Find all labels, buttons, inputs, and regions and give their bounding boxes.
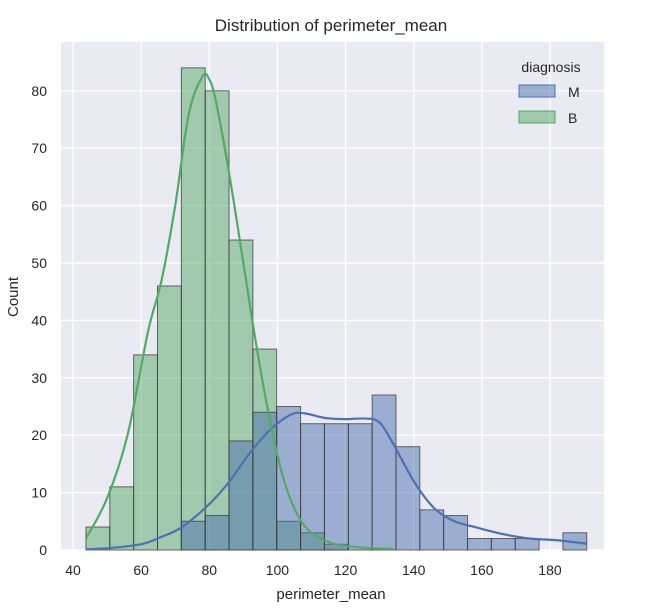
legend: diagnosis M B (518, 59, 581, 126)
bar-m (323, 423, 349, 551)
bar-m (419, 509, 445, 551)
bar-b (156, 285, 182, 551)
bar-m (228, 440, 254, 551)
y-tick-label: 40 (31, 312, 47, 328)
legend-label-m: M (568, 84, 580, 100)
y-tick-labels: 0 10 20 30 40 50 60 70 80 (31, 83, 47, 558)
y-tick-label: 0 (39, 542, 47, 558)
bar-m (371, 394, 397, 551)
bar-b (109, 486, 135, 551)
bar-m (347, 423, 373, 551)
y-tick-label: 10 (31, 485, 47, 501)
kde-line-m (85, 411, 587, 551)
y-tick-label: 70 (31, 140, 47, 156)
x-tick-label: 160 (470, 562, 494, 578)
bar-m (204, 515, 230, 551)
legend-title: diagnosis (521, 59, 580, 75)
x-tick-label: 180 (538, 562, 562, 578)
bar-b (204, 90, 230, 551)
x-tick-labels: 40 60 80 100 120 140 160 180 (65, 562, 562, 578)
x-tick-label: 80 (201, 562, 217, 578)
bar-m (395, 446, 421, 551)
bar-m (300, 423, 325, 551)
legend-swatch-m (518, 84, 556, 98)
bar-m (514, 538, 540, 551)
x-tick-label: 40 (65, 562, 81, 578)
bar-m (490, 538, 516, 551)
legend-label-b: B (568, 110, 577, 126)
chart-title: Distribution of perimeter_mean (215, 16, 447, 35)
kde-line-b (84, 72, 394, 550)
series-m-bars (180, 394, 588, 551)
x-tick-label: 100 (266, 562, 290, 578)
y-tick-label: 30 (31, 370, 47, 386)
y-tick-label: 50 (31, 255, 47, 271)
x-tick-label: 60 (133, 562, 149, 578)
y-axis-title: Count (5, 276, 22, 317)
bar-m (276, 406, 302, 551)
x-axis-title: perimeter_mean (276, 586, 385, 603)
y-tick-label: 20 (31, 427, 47, 443)
x-tick-label: 120 (334, 562, 358, 578)
legend-swatch-b (518, 110, 556, 124)
y-tick-label: 60 (31, 198, 47, 214)
kde-curves (84, 72, 587, 551)
bar-m (467, 538, 492, 551)
x-tick-label: 140 (402, 562, 426, 578)
y-tick-label: 80 (31, 83, 47, 99)
